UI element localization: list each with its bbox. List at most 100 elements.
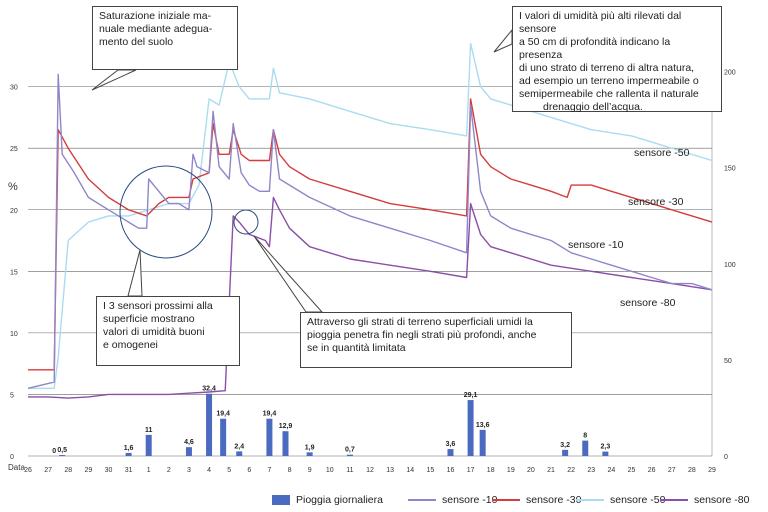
rain-bar bbox=[306, 452, 313, 456]
series-line bbox=[27, 73, 713, 389]
rain-bar bbox=[467, 400, 474, 456]
x-tick-label: 13 bbox=[386, 467, 394, 474]
x-tick-label: 28 bbox=[688, 467, 696, 474]
x-tick-label: 31 bbox=[125, 467, 133, 474]
rain-bar bbox=[602, 451, 609, 456]
x-tick-label: 27 bbox=[44, 467, 52, 474]
annotation-surface-sensors: I 3 sensori prossimi alla superficie mos… bbox=[96, 296, 240, 366]
legend-s80: sensore -80 bbox=[660, 494, 749, 506]
callout-line: se in quantità limitata bbox=[307, 342, 406, 354]
x-tick-label: 11 bbox=[346, 467, 353, 474]
callout-line: semipermeabile che rallenta il naturale bbox=[519, 88, 699, 100]
x-axis-label: Data bbox=[8, 463, 25, 472]
grid bbox=[28, 62, 713, 457]
x-tick-label: 7 bbox=[267, 467, 271, 474]
x-tick-label: 15 bbox=[426, 467, 434, 474]
rain-bar-label: 1,9 bbox=[305, 444, 315, 451]
rain-bar bbox=[145, 434, 152, 456]
x-tick-label: 25 bbox=[628, 467, 636, 474]
y2-tick-label: 0 bbox=[724, 454, 728, 461]
rain-bar-label: 8 bbox=[583, 433, 587, 440]
x-tick-label: 9 bbox=[308, 467, 312, 474]
rain-bar-label: 0,5 bbox=[57, 447, 67, 454]
series-line bbox=[28, 196, 713, 399]
rain-bar-label: 4,6 bbox=[184, 439, 194, 446]
x-tick-label: 18 bbox=[487, 467, 495, 474]
y-tick-label: 20 bbox=[10, 208, 18, 215]
callout-line: drenaggio dell’acqua. bbox=[543, 101, 643, 113]
callout-line: Saturazione iniziale ma- bbox=[99, 10, 212, 22]
legend-swatch bbox=[408, 499, 436, 502]
x-tick-label: 30 bbox=[105, 467, 113, 474]
rain-bar-label: 3,2 bbox=[560, 442, 570, 449]
legend-s30: sensore -30 bbox=[492, 494, 581, 506]
x-tick-label: 8 bbox=[288, 467, 292, 474]
x-tick-label: 16 bbox=[447, 467, 455, 474]
rain-bar bbox=[236, 451, 243, 456]
sensor-lines bbox=[27, 42, 713, 399]
rain-bar-label: 12,9 bbox=[279, 423, 293, 430]
x-tick-label: 26 bbox=[24, 467, 32, 474]
callout-pointer bbox=[127, 249, 143, 297]
x-tick-label: 22 bbox=[567, 467, 575, 474]
y2-tick-label: 200 bbox=[724, 70, 736, 77]
x-tick-label: 1 bbox=[147, 467, 151, 474]
callout-line: I valori di umidità più alti rilevati da… bbox=[519, 10, 682, 35]
rain-bar-label: 2,4 bbox=[234, 443, 244, 450]
annotation-deep-penetration: Attraverso gli strati di terreno superfi… bbox=[300, 312, 572, 368]
callout-line: nuale mediante adegua- bbox=[99, 23, 213, 35]
x-tick-label: 20 bbox=[527, 467, 535, 474]
legend-rain: Pioggia giornaliera bbox=[272, 494, 383, 506]
line-label-s80: sensore -80 bbox=[620, 297, 676, 309]
rain-bar bbox=[562, 449, 569, 456]
x-tick-label: 2 bbox=[167, 467, 171, 474]
y2-tick-label: 150 bbox=[724, 166, 736, 173]
x-tick-label: 14 bbox=[406, 467, 414, 474]
y-axis-label: % bbox=[8, 181, 18, 193]
rain-bar-label: 19,4 bbox=[263, 411, 277, 418]
x-tick-label: 27 bbox=[668, 467, 676, 474]
x-tick-label: 26 bbox=[648, 467, 656, 474]
rain-bar bbox=[206, 393, 213, 456]
callout-line: di uno strato di terreno di altra natura… bbox=[519, 62, 695, 74]
x-tick-label: 17 bbox=[467, 467, 475, 474]
x-tick-label: 6 bbox=[247, 467, 251, 474]
x-tick-label: 29 bbox=[708, 467, 716, 474]
y2-tick-label: 100 bbox=[724, 262, 736, 269]
annotation-initial-saturation: Saturazione iniziale ma- nuale mediante … bbox=[92, 6, 238, 70]
legend-swatch bbox=[576, 499, 604, 502]
rain-bar-label: 29,1 bbox=[464, 392, 478, 399]
callout-line: Attraverso gli strati di terreno superfi… bbox=[307, 316, 533, 328]
x-tick-label: 24 bbox=[608, 467, 616, 474]
legend-label: sensore -10 bbox=[442, 494, 498, 506]
legend-swatch bbox=[660, 499, 688, 502]
callout-pointer bbox=[91, 69, 137, 91]
x-tick-label: 29 bbox=[84, 467, 92, 474]
legend-label: Pioggia giornaliera bbox=[296, 494, 383, 506]
annotation-sensor50: I valori di umidità più alti rilevati da… bbox=[512, 6, 722, 113]
line-label-s50: sensore -50 bbox=[634, 147, 690, 159]
series-line bbox=[28, 98, 713, 371]
x-tick-label: 3 bbox=[187, 467, 191, 474]
rain-bar-label: 19,4 bbox=[216, 411, 230, 418]
rain-bar-label: 32,4 bbox=[202, 386, 216, 393]
legend-swatch bbox=[492, 499, 520, 502]
rain-bar-label: 2,3 bbox=[601, 444, 611, 451]
highlight-circle bbox=[233, 209, 259, 235]
rain-bar-label: 0,7 bbox=[345, 447, 355, 454]
callout-line: mento del suolo bbox=[99, 36, 174, 48]
callout-line: I 3 sensori prossimi alla bbox=[103, 300, 213, 312]
line-label-s10: sensore -10 bbox=[568, 239, 624, 251]
rain-bar-label: 11 bbox=[145, 427, 153, 434]
rain-bar-label: 0 bbox=[52, 448, 56, 455]
legend-label: sensore -80 bbox=[694, 494, 750, 506]
callout-line: ad esempio un terreno impermeabile o bbox=[519, 75, 699, 87]
x-tick-label: 19 bbox=[507, 467, 515, 474]
y2-tick-label: 50 bbox=[724, 358, 732, 365]
y-tick-label: 30 bbox=[10, 85, 18, 92]
callout-line: a 50 cm di profondità indicano la presen… bbox=[519, 36, 671, 61]
rain-bar-label: 1,6 bbox=[124, 445, 134, 452]
rain-bar-label: 3,6 bbox=[446, 441, 456, 448]
y-tick-label: 25 bbox=[10, 146, 18, 153]
